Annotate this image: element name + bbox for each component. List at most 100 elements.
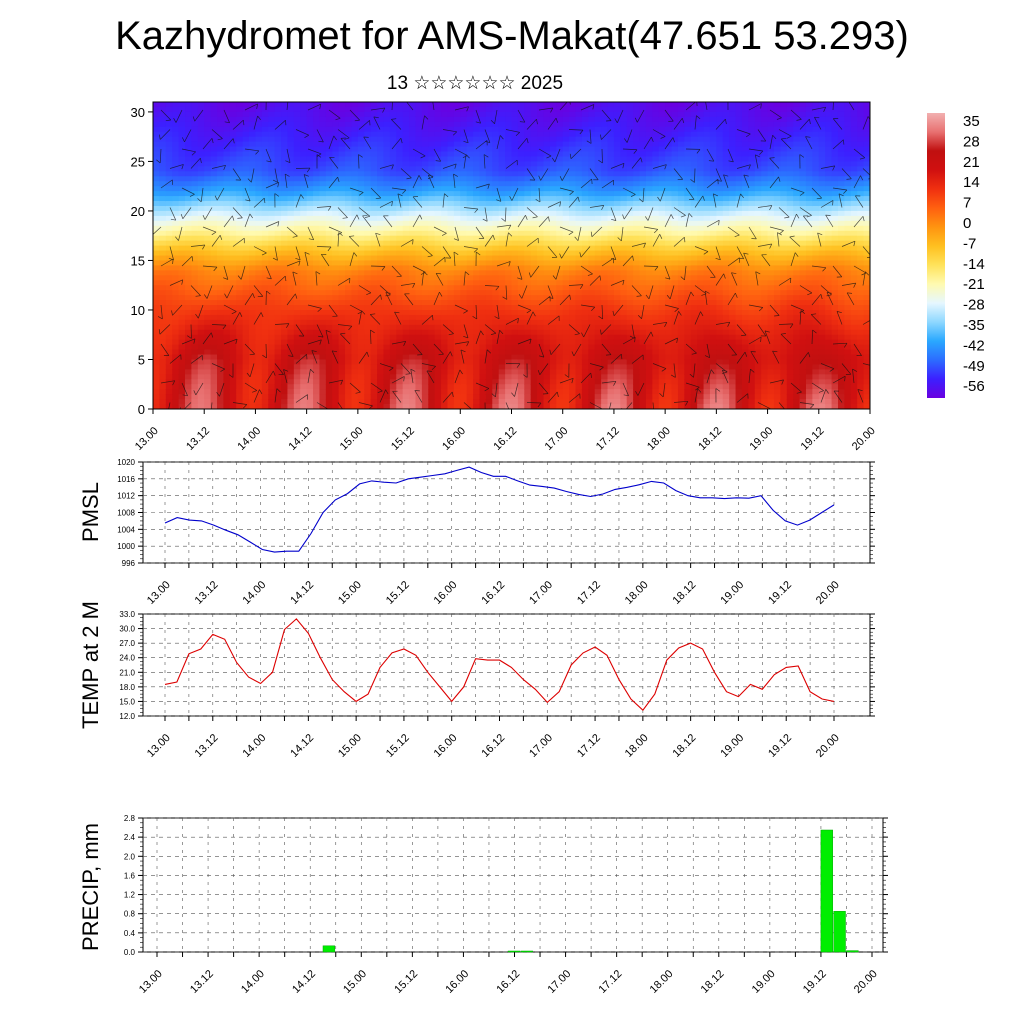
heatmap-cell xyxy=(165,116,173,123)
heatmap-cell xyxy=(428,191,436,197)
heatmap-cell xyxy=(607,329,615,336)
heatmap-cell xyxy=(293,161,301,167)
heatmap-cell xyxy=(389,205,397,212)
heatmap-cell xyxy=(223,161,231,167)
heatmap-cell xyxy=(569,275,577,281)
heatmap-cell xyxy=(639,394,647,400)
heatmap-cell xyxy=(575,349,583,356)
heatmap-cell xyxy=(389,191,397,197)
heatmap-cell xyxy=(645,314,653,321)
heatmap-cell xyxy=(665,151,673,158)
heatmap-cell xyxy=(389,260,397,266)
heatmap-cell xyxy=(569,230,577,237)
heatmap-cell xyxy=(338,215,346,222)
heatmap-cell xyxy=(281,250,289,257)
heatmap-cell xyxy=(652,121,660,128)
heatmap-cell xyxy=(505,201,513,207)
heatmap-cell xyxy=(588,339,596,346)
heatmap-cell xyxy=(191,265,199,271)
heatmap-cell xyxy=(524,329,532,336)
heatmap-cell xyxy=(633,339,641,346)
heatmap-cell xyxy=(377,245,385,252)
heatmap-cell xyxy=(409,196,417,202)
heatmap-cell xyxy=(274,309,282,316)
heatmap-cell xyxy=(402,161,410,167)
heatmap-cell xyxy=(249,240,257,247)
heatmap-cell xyxy=(517,166,525,172)
heatmap-cell xyxy=(447,295,455,301)
heatmap-cell xyxy=(460,369,468,375)
heatmap-cell xyxy=(383,260,391,266)
heatmap-cell xyxy=(511,344,519,351)
heatmap-cell xyxy=(652,399,660,405)
heatmap-cell xyxy=(332,364,340,370)
heatmap-cell xyxy=(364,166,372,172)
heatmap-cell xyxy=(389,166,397,172)
heatmap-cell xyxy=(357,126,365,133)
heatmap-cell xyxy=(652,215,660,222)
heatmap-cell xyxy=(562,102,570,108)
heatmap-cell xyxy=(537,285,545,291)
heatmap-cell xyxy=(325,275,333,281)
heatmap-cell xyxy=(479,181,487,187)
heatmap-cell xyxy=(453,102,461,108)
heatmap-cell xyxy=(377,146,385,153)
heatmap-cell xyxy=(370,171,378,177)
heatmap-cell xyxy=(428,220,436,227)
heatmap-cell xyxy=(345,354,353,361)
heatmap-cell xyxy=(524,181,532,187)
heatmap-cell xyxy=(172,319,180,326)
heatmap-cell xyxy=(633,379,641,385)
heatmap-cell xyxy=(409,354,417,361)
heatmap-cell xyxy=(639,314,647,321)
heatmap-cell xyxy=(159,319,167,326)
heatmap-cell xyxy=(447,121,455,128)
heatmap-cell xyxy=(633,314,641,321)
heatmap-cell xyxy=(396,131,404,138)
heatmap-cell xyxy=(370,270,378,276)
heatmap-cell xyxy=(626,102,634,108)
heatmap-cell xyxy=(197,389,205,395)
heatmap-cell xyxy=(441,364,449,370)
heatmap-cell xyxy=(351,146,359,153)
heatmap-cell xyxy=(389,324,397,331)
heatmap-cell xyxy=(543,290,551,296)
heatmap-cell xyxy=(639,205,647,212)
heatmap-cell xyxy=(261,275,269,281)
heatmap-cell xyxy=(319,166,327,172)
heatmap-cell xyxy=(460,305,468,311)
heatmap-cell xyxy=(447,339,455,346)
heatmap-cell xyxy=(383,176,391,182)
heatmap-cell xyxy=(639,305,647,311)
heatmap-cell xyxy=(645,255,653,262)
heatmap-cell xyxy=(466,176,474,182)
heatmap-cell xyxy=(351,265,359,271)
heatmap-cell xyxy=(300,374,308,380)
heatmap-cell xyxy=(633,334,641,341)
heatmap-cell xyxy=(447,374,455,380)
heatmap-cell xyxy=(210,161,218,167)
heatmap-cell xyxy=(498,260,506,266)
heatmap-cell xyxy=(185,186,193,192)
heatmap-cell xyxy=(204,280,212,286)
heatmap-cell xyxy=(370,334,378,341)
heatmap-cell xyxy=(492,399,500,405)
heatmap-cell xyxy=(594,300,602,306)
heatmap-cell xyxy=(626,275,634,281)
heatmap-cell xyxy=(569,255,577,262)
heatmap-cell xyxy=(364,349,372,356)
heatmap-cell xyxy=(319,196,327,202)
heatmap-cell xyxy=(357,240,365,247)
heatmap-cell xyxy=(185,399,193,405)
heatmap-cell xyxy=(453,369,461,375)
heatmap-cell xyxy=(306,235,314,242)
heatmap-cell xyxy=(607,280,615,286)
heatmap-cell xyxy=(633,240,641,247)
heatmap-cell xyxy=(549,166,557,172)
heatmap-cell xyxy=(562,215,570,222)
heatmap-cell xyxy=(479,240,487,247)
heatmap-cell xyxy=(453,290,461,296)
heatmap-cell xyxy=(191,225,199,232)
heatmap-cell xyxy=(607,141,615,148)
heatmap-cell xyxy=(620,379,628,385)
